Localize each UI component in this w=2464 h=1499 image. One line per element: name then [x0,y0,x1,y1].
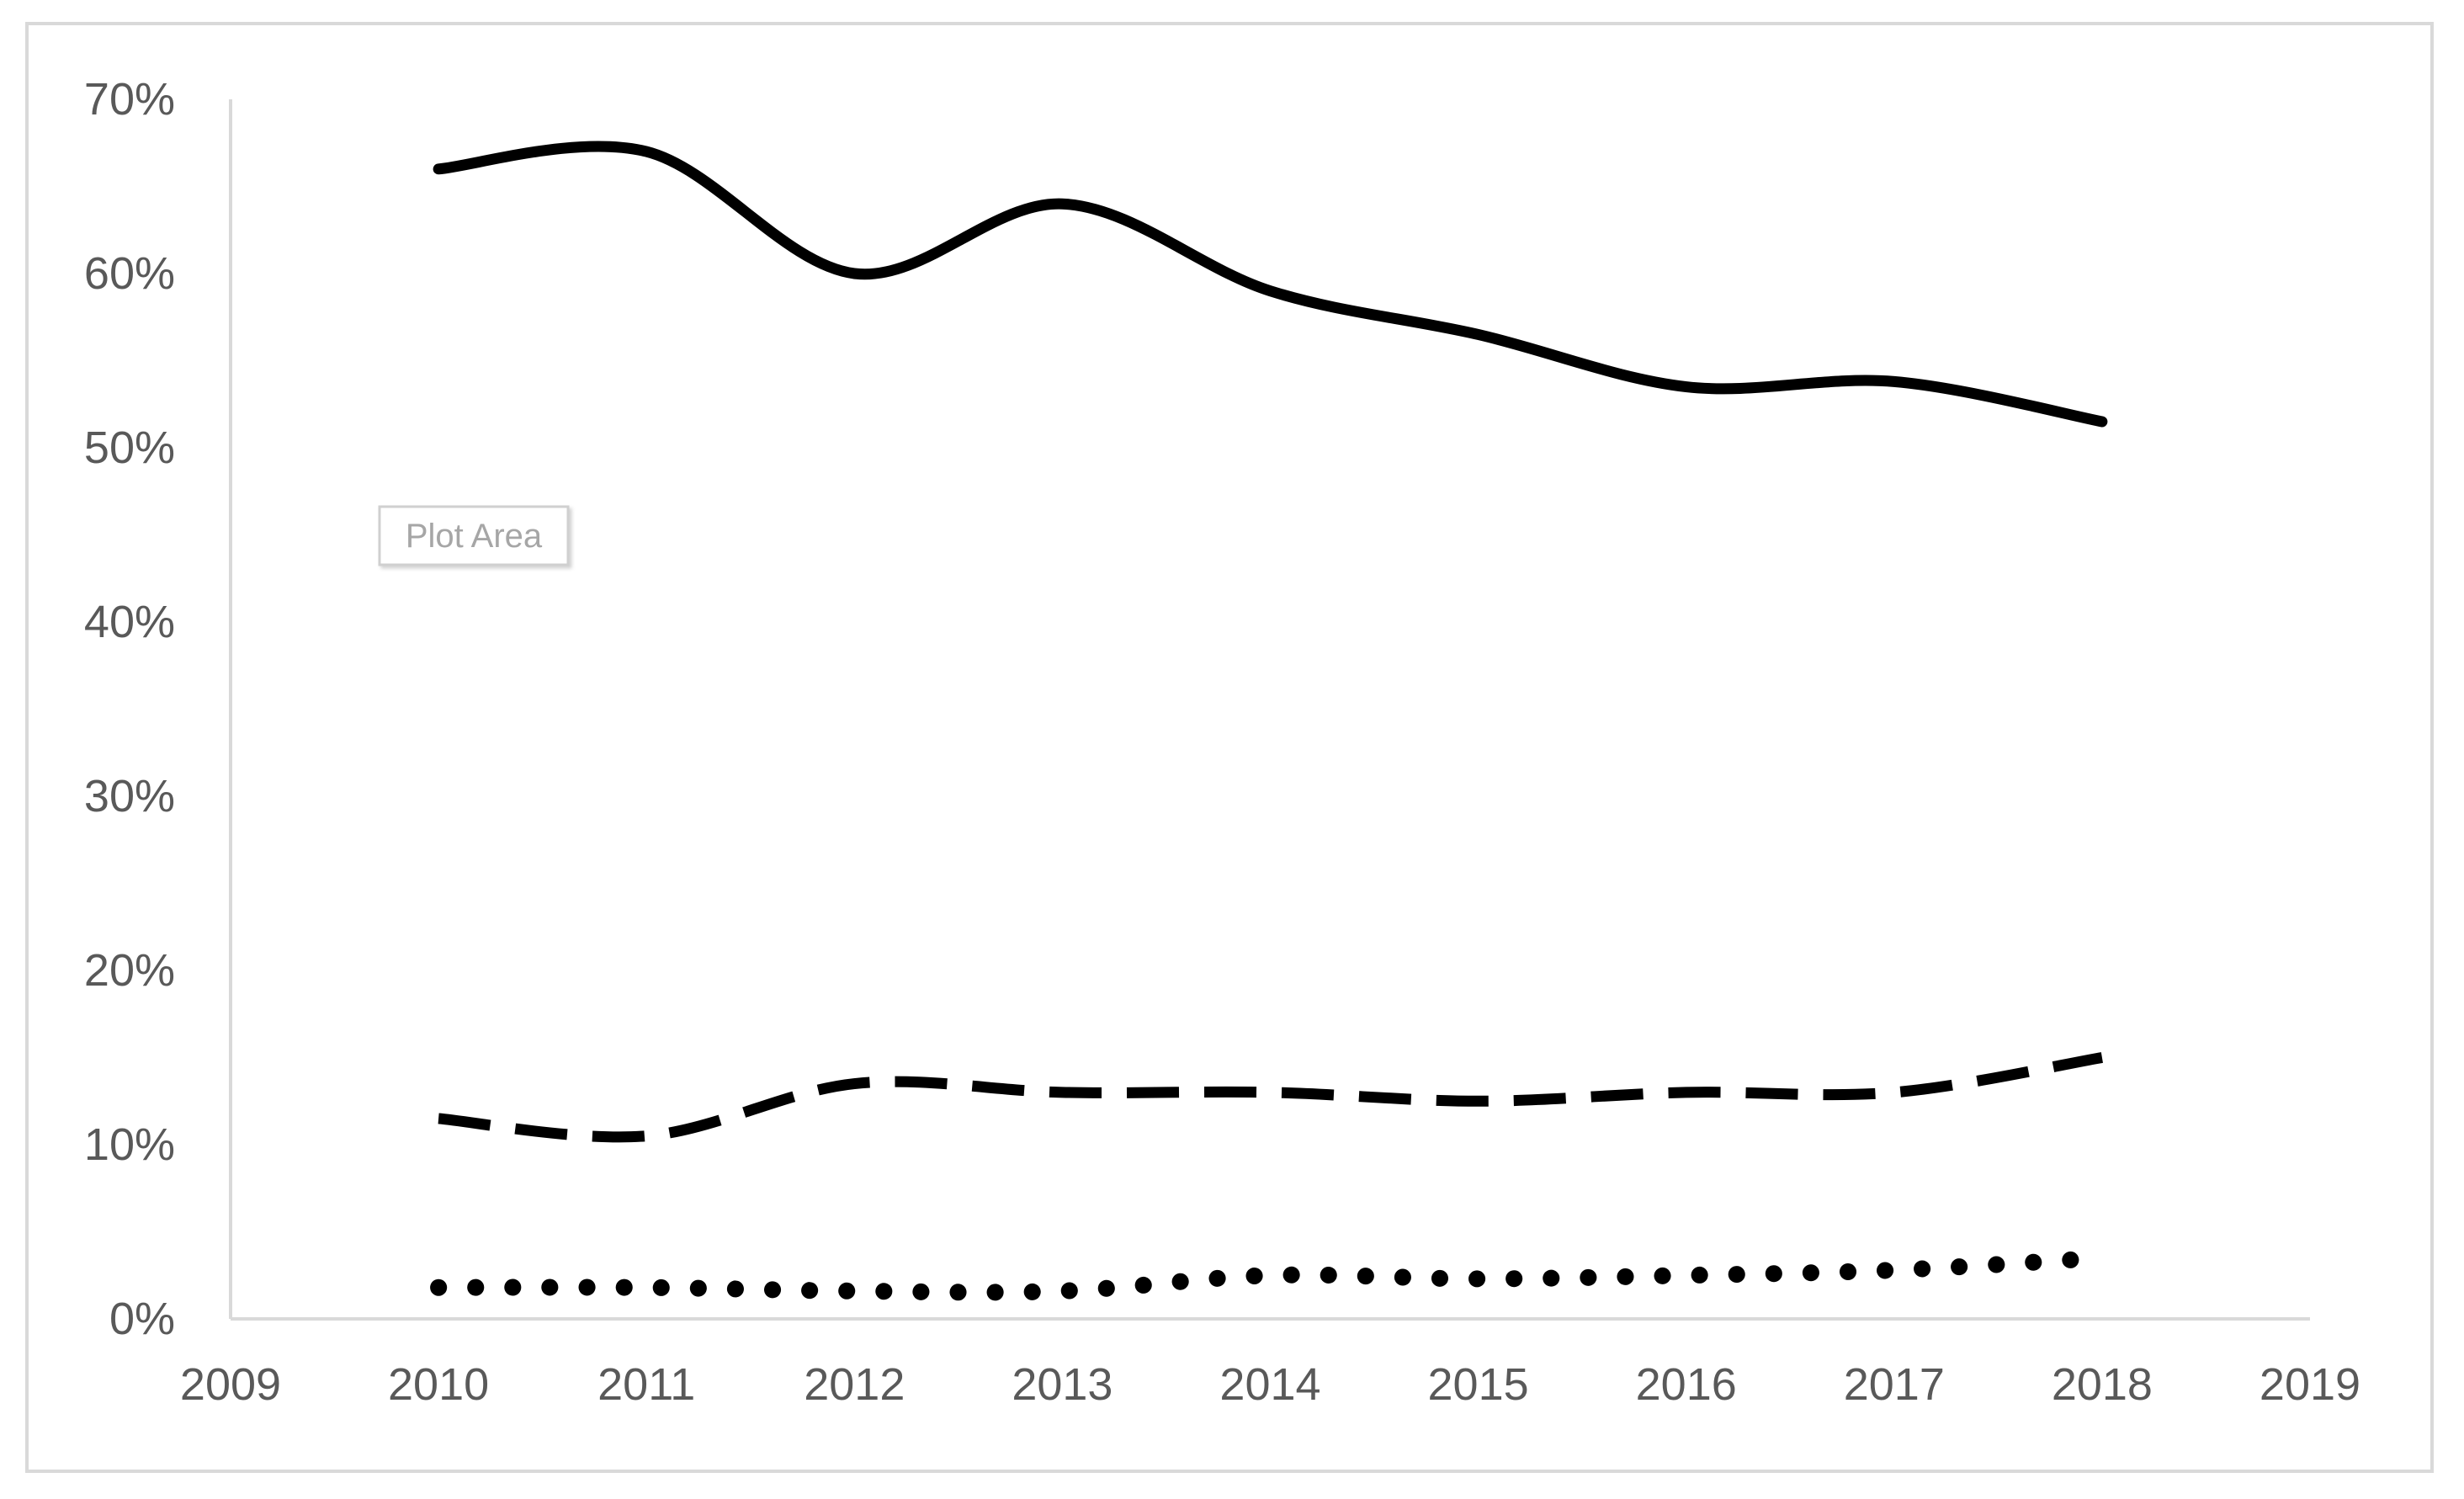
y-tick-label: 70% [84,74,175,125]
x-tick-label: 2011 [597,1359,695,1410]
x-tick-label: 2012 [804,1359,905,1410]
x-tick-label: 2016 [1636,1359,1737,1410]
series-line-solid [433,141,2108,428]
chart-frame [25,22,2434,1473]
y-tick-label: 10% [84,1119,175,1170]
x-tick-label: 2010 [388,1359,489,1410]
y-tick-label: 30% [84,771,175,821]
plot-area-tooltip-label: Plot Area [406,518,543,555]
y-tick-label: 0% [109,1294,175,1344]
y-tick-label: 40% [84,597,175,647]
y-tick-label: 60% [84,248,175,299]
x-tick-label: 2018 [2052,1359,2153,1410]
y-tick-label: 20% [84,945,175,996]
axes [229,99,2310,1321]
x-tick-label: 2019 [2260,1359,2360,1410]
series-lines [430,141,2111,1301]
x-tick-label: 2014 [1219,1359,1320,1410]
x-tick-label: 2013 [1012,1359,1113,1410]
x-tick-label: 2009 [180,1359,281,1410]
plot-area-tooltip-box [378,505,570,566]
plot-area-tooltip: Plot Area [378,505,570,566]
tick-labels: 2009 2010 2011 2012 2013 2014 2015 2016 2017 2018… [84,74,2360,1410]
x-tick-label: 2017 [1844,1359,1945,1410]
series-line-dashed [438,1052,2103,1143]
y-tick-label: 50% [84,423,175,473]
series-line-dotted [430,1249,2111,1301]
x-tick-label: 2015 [1428,1359,1529,1410]
